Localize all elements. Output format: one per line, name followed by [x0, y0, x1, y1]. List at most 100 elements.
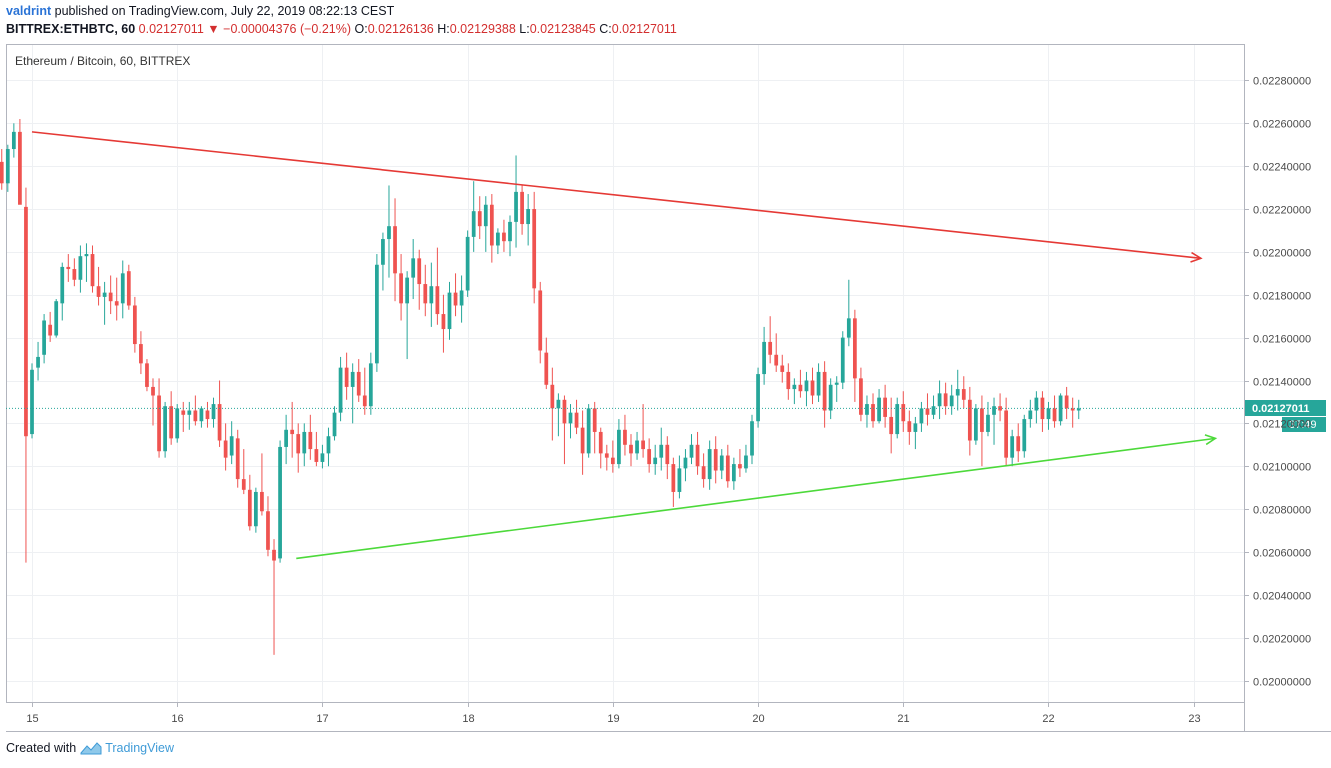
candle-body — [1046, 408, 1051, 420]
candle-body — [84, 254, 89, 257]
candle — [641, 404, 645, 458]
author-name[interactable]: valdrint — [6, 4, 52, 18]
candle-body — [477, 211, 482, 227]
candle-body — [877, 397, 881, 422]
candle-body — [514, 191, 518, 222]
candle — [84, 243, 89, 282]
candle — [780, 354, 785, 383]
candle — [181, 401, 186, 432]
candle-body — [272, 549, 276, 561]
candle — [943, 382, 948, 415]
candle-body — [405, 277, 410, 304]
x-tick-label: 19 — [607, 713, 619, 725]
candle — [187, 401, 192, 430]
candle-body — [30, 369, 34, 435]
candle — [974, 404, 978, 445]
candle — [889, 397, 894, 454]
candle-body — [792, 384, 797, 390]
candle — [429, 262, 434, 327]
candle-body — [508, 221, 512, 242]
candle — [647, 438, 652, 473]
candle — [96, 266, 101, 306]
tradingview-brand-link[interactable]: TradingView — [105, 741, 174, 755]
candle-body — [574, 412, 579, 428]
candle — [677, 455, 682, 499]
candle — [738, 449, 742, 477]
candle-body — [629, 444, 633, 454]
candle-body — [604, 453, 609, 458]
candle-body — [429, 286, 434, 304]
candle — [169, 391, 174, 445]
candle-body — [18, 131, 22, 205]
price-change: −0.00004376 (−0.21%) — [223, 22, 352, 36]
candle — [54, 299, 59, 338]
candle — [1010, 429, 1015, 467]
candle-body — [713, 449, 718, 471]
candle-body — [750, 421, 754, 456]
candle — [308, 414, 313, 460]
candle — [980, 395, 984, 467]
candle — [60, 262, 65, 321]
candle — [120, 260, 125, 319]
candle — [949, 384, 954, 415]
candle — [574, 399, 579, 435]
candle — [895, 397, 900, 439]
candle-body — [108, 292, 113, 302]
trendline-segment[interactable] — [31, 131, 1201, 260]
candle — [689, 434, 694, 465]
candle-body — [314, 449, 319, 462]
candle — [804, 371, 809, 407]
candle — [193, 395, 198, 426]
candle-body — [1016, 436, 1021, 452]
candle-body — [580, 427, 585, 454]
candle-body — [659, 444, 664, 458]
price-axis[interactable]: 0.02000000 0.02020000 0.02040000 0.02060000… — [1244, 76, 1311, 689]
candle — [586, 404, 591, 458]
candle-body — [798, 384, 803, 392]
time-axis[interactable]: 15 16 17 18 19 20 21 22 23 — [26, 702, 1201, 725]
candle — [471, 181, 476, 252]
candle-body — [66, 266, 71, 270]
candle-body — [1070, 408, 1075, 411]
candle-body — [284, 429, 288, 447]
candle-body — [465, 236, 470, 291]
candle-body — [949, 395, 954, 407]
candle-body — [834, 382, 839, 385]
candle-body — [247, 489, 252, 527]
candle-body — [568, 412, 573, 424]
candle — [344, 352, 349, 400]
candle-body — [211, 404, 216, 420]
last-price: 0.02127011 — [138, 22, 204, 36]
candle — [284, 414, 288, 465]
candle — [725, 444, 730, 488]
candle — [671, 457, 676, 507]
candle-body — [308, 431, 313, 450]
candle-body — [126, 271, 131, 306]
candle-body — [641, 440, 645, 450]
candle — [350, 363, 355, 424]
last-price-tag — [1245, 400, 1326, 416]
candle — [296, 423, 301, 473]
candle-body — [840, 337, 845, 383]
trendline-segment[interactable] — [296, 437, 1216, 560]
candle-body — [828, 384, 833, 411]
candle — [913, 416, 918, 450]
candle — [241, 449, 246, 495]
candle — [502, 219, 506, 252]
candle — [798, 369, 803, 398]
candle — [846, 279, 851, 347]
candle — [18, 119, 22, 205]
candle-body — [967, 399, 972, 441]
trendlines[interactable] — [31, 131, 1218, 560]
trendline[interactable] — [296, 434, 1218, 560]
y-tick-label: 0.02140000 — [1253, 377, 1311, 389]
candle — [967, 386, 972, 456]
trendline[interactable] — [31, 131, 1203, 263]
candle-body — [11, 131, 16, 150]
candle — [175, 404, 180, 443]
candle-body — [387, 226, 391, 240]
candle-body — [955, 389, 960, 396]
candle-body — [1058, 395, 1063, 422]
candle — [132, 296, 137, 353]
